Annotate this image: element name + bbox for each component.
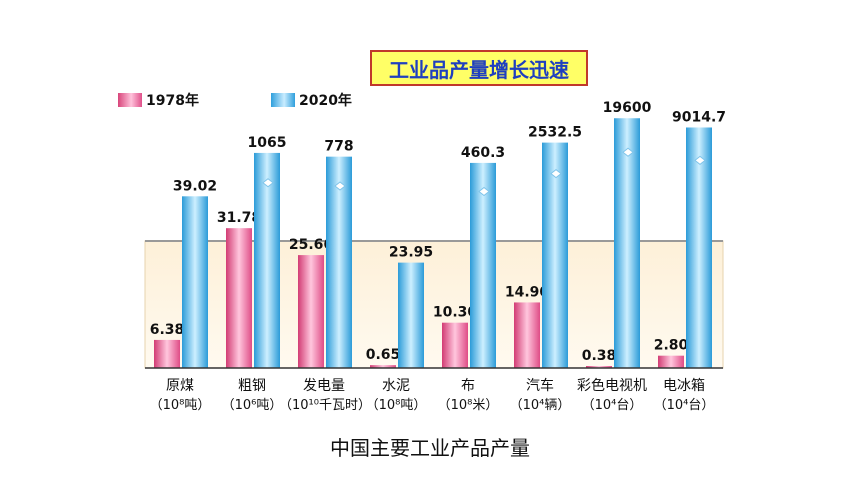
data-label-1978-5: 14.90	[505, 284, 550, 300]
chart-caption: 中国主要工业产品产量	[330, 436, 530, 460]
data-label-2020-7: 9014.7	[672, 109, 726, 125]
category-label-0: 原煤 （10⁸吨）	[135, 376, 225, 416]
legend-item-1978: 1978年	[118, 90, 199, 110]
data-label-1978-6: 0.38	[582, 348, 617, 364]
category-name-5: 汽车	[526, 378, 554, 394]
category-label-4: 布 （10⁸米）	[423, 376, 513, 416]
category-name-1: 粗钢	[238, 378, 266, 394]
bar-2020-0	[182, 196, 208, 368]
category-name-6: 彩色电视机	[577, 378, 647, 394]
category-unit-3: （10⁸吨）	[365, 398, 427, 413]
axis-break-marker-2	[334, 181, 346, 191]
legend-swatch-2020	[270, 93, 295, 107]
bar-1978-6	[586, 366, 612, 368]
category-name-4: 布	[461, 378, 475, 394]
axis-break-marker-4	[478, 186, 490, 197]
category-label-1: 粗钢 （10⁶吨）	[207, 376, 297, 416]
bar-2020-2	[326, 156, 352, 368]
data-label-1978-2: 25.66	[289, 237, 333, 253]
bar-2020-7	[686, 127, 712, 368]
category-label-5: 汽车 （10⁴辆）	[495, 376, 585, 416]
category-unit-6: （10⁴台）	[581, 398, 643, 413]
chart-title: 工业品产量增长迅速	[370, 50, 588, 86]
category-name-7: 电冰箱	[663, 378, 705, 394]
category-label-7: 电冰箱 （10⁴台）	[639, 376, 729, 416]
data-label-1978-1: 31.78	[217, 210, 261, 226]
data-label-2020-1: 1065	[248, 135, 287, 151]
category-name-0: 原煤	[166, 378, 194, 394]
axis-break-marker-7	[694, 155, 706, 165]
category-name-3: 水泥	[382, 378, 410, 394]
bar-1978-0	[154, 339, 180, 368]
bar-1978-3	[370, 365, 396, 368]
bar-1978-7	[658, 355, 684, 368]
category-unit-0: （10⁸吨）	[149, 398, 211, 413]
axis-break-marker-1	[262, 178, 274, 188]
bar-1978-2	[298, 255, 324, 368]
bar-2020-3	[398, 262, 424, 368]
data-label-2020-3: 23.95	[389, 245, 433, 261]
bar-1978-4	[442, 322, 468, 368]
bar-2020-6	[614, 118, 640, 368]
data-label-2020-5: 2532.5	[528, 125, 582, 141]
bar-2020-4	[470, 162, 496, 368]
data-label-2020-4: 460.3	[461, 145, 505, 161]
axis-break-marker-6	[622, 147, 634, 157]
bar-2020-5	[542, 142, 568, 368]
legend-item-2020: 2020年	[270, 90, 352, 110]
category-label-2: 发电量 （10¹⁰千瓦时）	[279, 376, 371, 416]
legend: 1978年 2020年	[118, 90, 424, 110]
legend-label-2020: 2020年	[298, 93, 352, 109]
category-label-6: 彩色电视机 （10⁴台）	[567, 376, 657, 416]
data-label-1978-7: 2.80	[654, 338, 689, 354]
category-unit-7: （10⁴台）	[653, 398, 715, 413]
data-label-1978-0: 6.38	[150, 322, 185, 338]
category-unit-5: （10⁴辆）	[509, 398, 571, 413]
category-name-2: 发电量	[303, 378, 345, 394]
axis-break-marker-5	[550, 169, 562, 179]
legend-label-1978: 1978年	[146, 93, 199, 109]
category-label-3: 水泥 （10⁸吨）	[351, 376, 441, 416]
legend-swatch-1978	[118, 93, 142, 107]
data-label-1978-4: 10.30	[433, 305, 478, 321]
category-unit-4: （10⁸米）	[437, 398, 499, 413]
category-unit-1: （10⁶吨）	[221, 398, 283, 413]
bar-2020-1	[254, 152, 280, 368]
bar-1978-1	[226, 228, 252, 368]
data-label-1978-3: 0.65	[366, 347, 401, 363]
data-label-2020-2: 778	[324, 139, 353, 155]
data-label-2020-0: 39.02	[173, 178, 217, 194]
category-unit-2: （10¹⁰千瓦时）	[279, 398, 371, 413]
data-label-2020-6: 19600	[603, 100, 652, 116]
bar-1978-5	[514, 302, 540, 368]
